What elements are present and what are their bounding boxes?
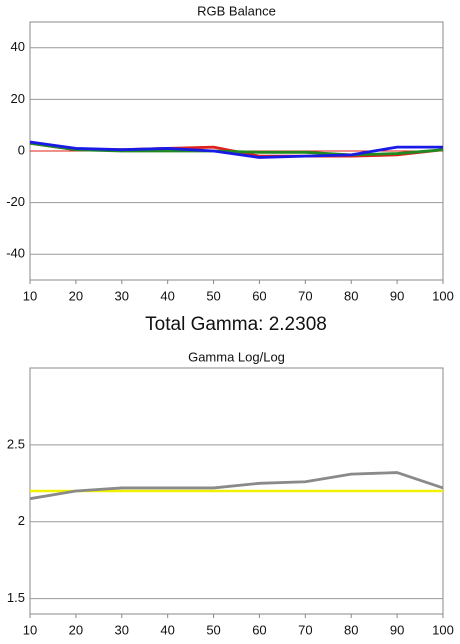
x-tick-label: 100	[432, 622, 454, 637]
y-tick-label: 1.5	[7, 590, 25, 605]
series-line	[29, 471, 444, 501]
x-tick-label: 80	[344, 288, 358, 303]
total-gamma: Total Gamma: 2.2308	[145, 314, 327, 335]
x-tick-label: 30	[115, 288, 129, 303]
y-tick-label: -40	[6, 246, 25, 261]
x-tick-label: 90	[390, 622, 404, 637]
x-tick-label: 40	[160, 622, 174, 637]
x-tick-label: 80	[344, 622, 358, 637]
series-line	[29, 140, 443, 159]
x-tick-label: 50	[206, 288, 220, 303]
x-tick-label: 100	[432, 288, 454, 303]
x-tick-label: 50	[206, 622, 220, 637]
y-tick-label: 2.5	[7, 436, 25, 451]
y-tick-label: 20	[11, 91, 25, 106]
x-tick-label: 30	[115, 622, 129, 637]
y-tick-label: 0	[18, 142, 25, 157]
x-tick-label: 60	[252, 622, 266, 637]
x-tick-label: 60	[252, 288, 266, 303]
x-tick-label: 90	[390, 288, 404, 303]
x-tick-label: 70	[298, 622, 312, 637]
x-tick-label: 10	[23, 288, 37, 303]
x-tick-label: 20	[69, 288, 83, 303]
y-tick-label: 40	[11, 39, 25, 54]
chart-title: Gamma Log/Log	[188, 349, 285, 364]
x-tick-label: 70	[298, 288, 312, 303]
x-tick-label: 40	[160, 288, 174, 303]
x-tick-label: 20	[69, 622, 83, 637]
chart-title: RGB Balance	[197, 3, 276, 18]
y-tick-label: -20	[6, 194, 25, 209]
x-tick-label: 10	[23, 622, 37, 637]
y-tick-label: 2	[18, 513, 25, 528]
